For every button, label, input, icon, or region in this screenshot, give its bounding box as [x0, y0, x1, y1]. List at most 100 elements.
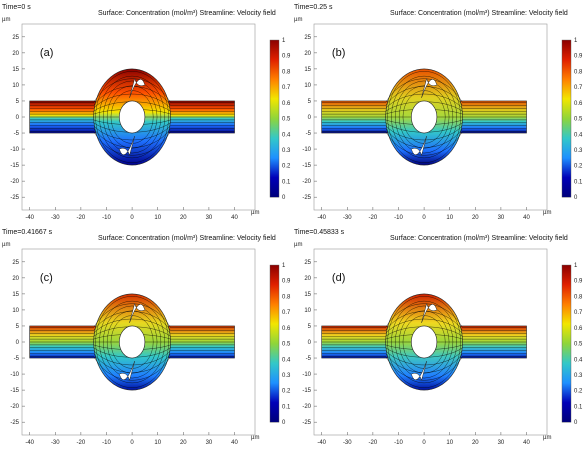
colorbar-tick-label: 0.8 [282, 69, 291, 75]
x-tick-label: -10 [394, 215, 403, 221]
x-tick-label: 20 [472, 440, 479, 446]
x-tick-label: 10 [154, 215, 161, 221]
colorbar-tick-label: 0.1 [282, 179, 291, 185]
y-tick-label: 20 [12, 276, 19, 282]
central-obstacle [118, 100, 146, 134]
colorbar-tick-label: 0.7 [574, 310, 583, 316]
surface-header: Surface: Concentration (mol/m³) Streamli… [98, 10, 276, 17]
panel-b: Time=0.25 s Surface: Concentration (mol/m… [292, 0, 585, 224]
x-tick-label: 10 [446, 215, 453, 221]
y-tick-label: -25 [302, 195, 311, 201]
surface-header: Surface: Concentration (mol/m³) Streamli… [98, 235, 276, 242]
y-tick-label: 5 [16, 324, 20, 330]
time-label: Time=0.25 s [294, 4, 333, 11]
baffle [410, 361, 427, 382]
y-tick-label: -15 [302, 163, 311, 169]
panel-label: (a) [40, 47, 53, 59]
colorbar [269, 39, 280, 198]
y-unit-label: µm [2, 17, 10, 23]
colorbar-tick-label: 0.1 [574, 404, 583, 410]
colorbar-tick-label: 0.6 [282, 326, 291, 332]
colorbar-tick-label: 0.3 [282, 148, 291, 154]
panel-a: Time=0 s Surface: Concentration (mol/m³) … [0, 0, 293, 224]
y-tick-label: -10 [10, 147, 19, 153]
x-tick-label: 20 [180, 215, 187, 221]
time-label: Time=0.41667 s [2, 229, 53, 236]
y-tick-label: -5 [306, 131, 312, 137]
central-obstacle [410, 100, 438, 134]
x-tick-label: 30 [206, 440, 213, 446]
y-tick-label: -25 [10, 420, 19, 426]
colorbar-tick-label: 0 [574, 420, 578, 426]
baffle [421, 302, 438, 323]
colorbar-tick-label: 0.7 [282, 85, 291, 91]
x-tick-label: 0 [422, 440, 426, 446]
time-label: Time=0 s [2, 4, 31, 11]
central-obstacle [118, 325, 146, 359]
y-tick-label: 25 [304, 35, 311, 41]
x-unit-label: µm [251, 435, 259, 441]
time-label: Time=0.45833 s [294, 229, 345, 236]
microchannel-domain [29, 68, 235, 166]
colorbar-tick-label: 0.6 [282, 101, 291, 107]
x-tick-label: 40 [523, 215, 530, 221]
y-tick-label: 15 [304, 292, 311, 298]
panel-c: Time=0.41667 s Surface: Concentration (mo… [0, 225, 293, 449]
colorbar-tick-label: 0.5 [282, 117, 291, 123]
colorbar-tick-label: 0.7 [574, 85, 583, 91]
x-tick-label: -20 [369, 440, 378, 446]
y-tick-label: -5 [306, 356, 312, 362]
x-tick-label: -30 [51, 440, 60, 446]
y-tick-label: -20 [10, 404, 19, 410]
panel-label: (d) [332, 272, 345, 284]
baffle [118, 361, 135, 382]
colorbar-tick-label: 0.1 [282, 404, 291, 410]
colorbar-tick-label: 0.7 [282, 310, 291, 316]
colorbar-tick-label: 0 [282, 420, 286, 426]
x-tick-label: 0 [130, 215, 134, 221]
y-tick-label: 20 [12, 51, 19, 57]
x-tick-label: 30 [498, 215, 505, 221]
colorbar-tick-label: 0.4 [574, 357, 583, 363]
y-tick-label: -5 [14, 356, 20, 362]
x-tick-label: 30 [498, 440, 505, 446]
x-tick-label: 10 [154, 440, 161, 446]
baffle [118, 136, 135, 157]
y-tick-label: 25 [12, 35, 19, 41]
y-tick-label: -10 [302, 372, 311, 378]
colorbar-tick-label: 0.8 [574, 294, 583, 300]
x-tick-label: -10 [102, 215, 111, 221]
x-tick-label: 40 [231, 215, 238, 221]
colorbar-tick-label: 0.5 [574, 342, 583, 348]
x-tick-label: -40 [25, 440, 34, 446]
colorbar-tick-label: 0.5 [574, 117, 583, 123]
colorbar-tick-label: 0.3 [574, 148, 583, 154]
colorbar-tick-label: 0.4 [282, 132, 291, 138]
baffle [129, 302, 146, 323]
x-tick-label: -20 [369, 215, 378, 221]
colorbar-tick-label: 1 [574, 38, 578, 44]
y-tick-label: -25 [10, 195, 19, 201]
colorbar-tick-label: 0.3 [282, 373, 291, 379]
x-unit-label: µm [251, 210, 259, 216]
y-tick-label: 25 [12, 260, 19, 266]
colorbar-tick-label: 0 [282, 195, 286, 201]
y-unit-label: µm [2, 242, 10, 248]
colorbar-tick-label: 0 [574, 195, 578, 201]
y-tick-label: -20 [10, 179, 19, 185]
colorbar-tick-label: 0.4 [282, 357, 291, 363]
colorbar [269, 264, 280, 423]
x-tick-label: 0 [130, 440, 134, 446]
colorbar-tick-label: 0.8 [574, 69, 583, 75]
x-tick-label: -30 [343, 215, 352, 221]
y-tick-label: -15 [10, 163, 19, 169]
y-tick-label: 5 [16, 99, 20, 105]
colorbar-tick-label: 0.6 [574, 326, 583, 332]
surface-header: Surface: Concentration (mol/m³) Streamli… [390, 235, 568, 242]
microchannel-domain [321, 68, 527, 166]
x-tick-label: -40 [25, 215, 34, 221]
y-tick-label: 25 [304, 260, 311, 266]
y-tick-label: 15 [12, 292, 19, 298]
colorbar-tick-label: 0.2 [574, 389, 583, 395]
colorbar-tick-label: 0.3 [574, 373, 583, 379]
